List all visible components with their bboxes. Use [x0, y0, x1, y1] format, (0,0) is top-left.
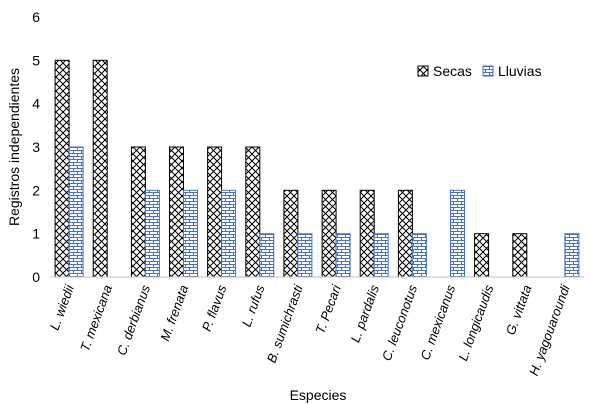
bar-secas [54, 59, 70, 278]
bar-secas [321, 189, 337, 278]
bar-secas [92, 59, 108, 278]
bar-lluvias [144, 189, 160, 278]
bar-lluvias [183, 189, 198, 278]
x-tick-label: L. longicaudis [455, 282, 496, 362]
legend-label-lluvias: Lluvias [498, 63, 542, 79]
bars [54, 59, 580, 278]
bar-lluvias [68, 146, 84, 278]
x-tick-label: H. yagouaroundi [526, 282, 573, 378]
bar-lluvias [297, 233, 313, 278]
legend: Secas Lluvias [417, 63, 542, 79]
x-tick-label: L. wiedii [47, 282, 78, 332]
bar-secas [169, 146, 184, 278]
x-tick-label: C. mexicanus [417, 282, 458, 362]
y-axis-ticks: 0 1 2 3 4 5 6 [32, 9, 40, 285]
y-tick-label: 1 [32, 226, 40, 242]
x-tick-label: C. derbianus [114, 282, 153, 357]
legend-swatch-lluvias [482, 65, 494, 77]
y-tick-label: 0 [32, 269, 40, 285]
bar-secas [397, 189, 413, 278]
bar-secas [207, 146, 223, 278]
bar-lluvias [564, 233, 580, 278]
y-tick-label: 3 [32, 139, 40, 155]
bar-lluvias [259, 233, 275, 278]
x-tick-label: L. rufus [239, 282, 268, 328]
legend-label-secas: Secas [433, 63, 472, 79]
y-tick-label: 2 [32, 182, 40, 198]
bar-secas [474, 233, 490, 278]
legend-swatch-secas [417, 65, 429, 77]
bar-secas [359, 189, 375, 278]
x-axis-title: Especies [290, 387, 347, 403]
bar-lluvias [373, 233, 389, 278]
y-tick-label: 5 [32, 52, 40, 68]
x-tick-label: M. frenata [157, 283, 191, 343]
x-tick-label: T. Pecari [312, 282, 344, 336]
x-tick-label: G. vittata [503, 283, 535, 337]
bar-secas [512, 233, 528, 278]
x-tick-label: B. sumichrasti [264, 282, 306, 365]
bar-secas [130, 146, 146, 278]
x-tick-label: L. pardalis [347, 282, 382, 344]
bar-lluvias [411, 233, 427, 278]
bar-secas [283, 189, 299, 278]
y-tick-label: 4 [32, 96, 40, 112]
y-tick-label: 6 [32, 9, 40, 25]
bar-lluvias [221, 189, 237, 278]
bar-lluvias [335, 233, 351, 278]
x-tick-label: P. flavus [199, 282, 230, 333]
bar-secas [245, 146, 261, 278]
x-tick-label: C. leuconotus [379, 282, 420, 362]
bar-lluvias [450, 189, 465, 278]
y-axis-title: Registros independientes [6, 68, 22, 226]
x-tick-label: T. mexicana [77, 283, 115, 354]
